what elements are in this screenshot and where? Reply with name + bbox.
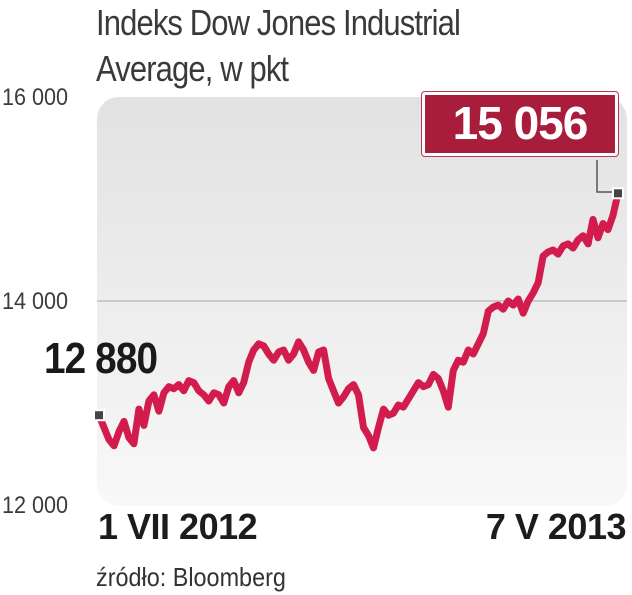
chart-title-line-2: Average, w pkt (96, 48, 289, 89)
start-point-marker (93, 409, 105, 422)
start-value-label: 12 880 (44, 334, 158, 383)
source-note: źródło: Bloomberg (96, 562, 286, 592)
end-leader-line (596, 160, 614, 193)
annotations (93, 160, 624, 422)
y-tick-label-16000: 16 000 (2, 84, 69, 111)
y-tick-label-12000: 12 000 (2, 492, 69, 519)
series-line (95, 189, 622, 452)
y-tick-label-14000: 14 000 (2, 288, 69, 315)
x-label-end: 7 V 2013 (485, 506, 627, 547)
series-group (95, 189, 622, 452)
end-value-label: 15 056 (452, 97, 589, 149)
chart-title-line-1: Indeks Dow Jones Industrial (96, 2, 461, 43)
end-value-box: 15 056 (422, 92, 618, 156)
end-point-marker (612, 187, 624, 200)
x-label-start: 1 VII 2012 (98, 506, 258, 547)
